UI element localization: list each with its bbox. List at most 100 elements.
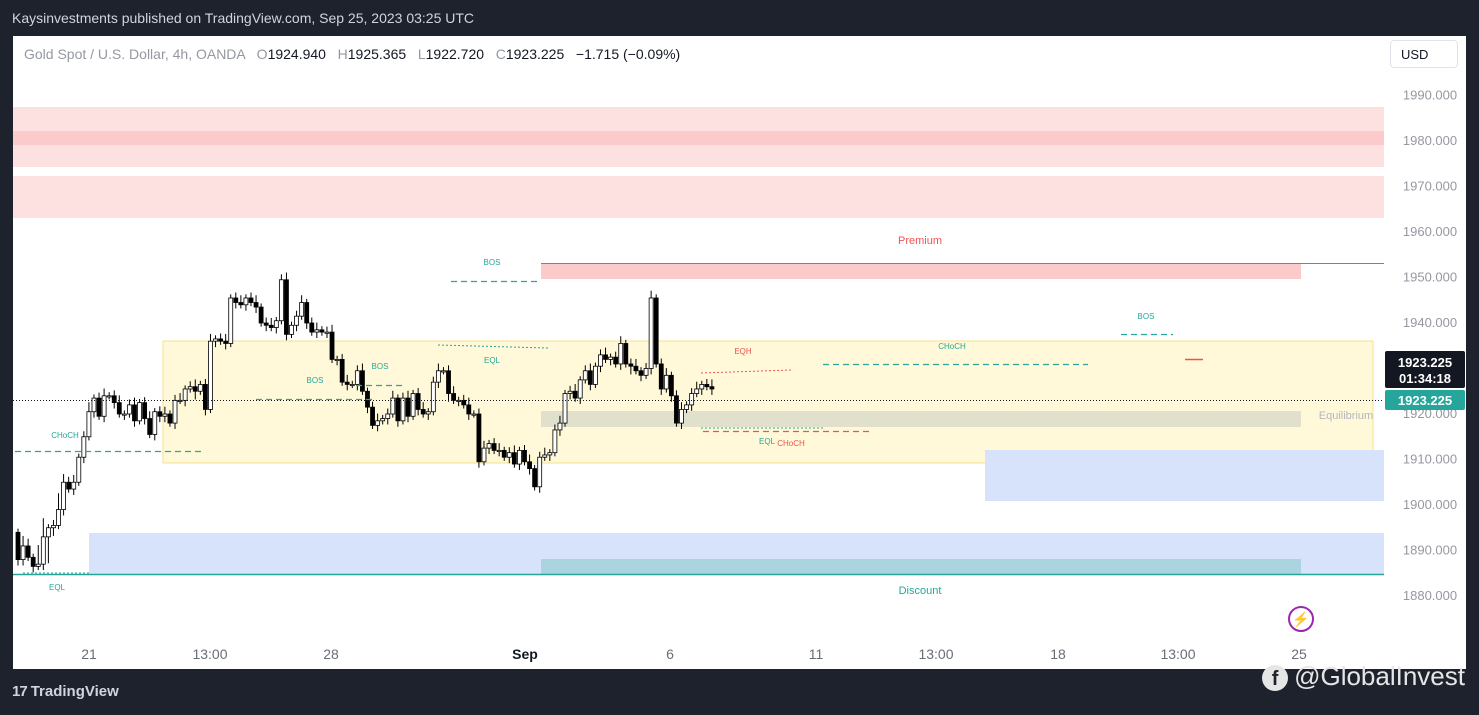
supply-zone-core <box>13 131 1384 145</box>
candle-body <box>694 388 700 394</box>
premium-zone <box>541 263 1301 279</box>
candle <box>699 380 705 395</box>
candle <box>618 336 624 370</box>
candle-body <box>263 322 269 326</box>
lightning-icon[interactable]: ⚡ <box>1288 606 1314 632</box>
candle <box>370 401 375 430</box>
publisher-text: Kaysinvestments published on TradingView… <box>12 10 475 26</box>
candle <box>284 272 289 341</box>
candle <box>86 402 92 441</box>
candle <box>405 390 411 423</box>
candle <box>522 444 527 466</box>
candle <box>187 381 193 393</box>
candle <box>613 351 619 368</box>
candle <box>197 380 203 395</box>
candle-body <box>314 329 320 333</box>
range-box <box>162 340 1374 464</box>
candle-body <box>15 531 21 560</box>
candle <box>704 378 710 391</box>
annotation-label: BOS <box>372 362 389 371</box>
candle <box>435 363 441 389</box>
candle <box>694 381 700 398</box>
candle-body <box>668 374 674 397</box>
candle-body <box>40 536 46 565</box>
time-tick-label: 18 <box>1050 646 1066 662</box>
candle <box>653 294 659 368</box>
candle-body <box>618 343 624 365</box>
candle-body <box>395 397 401 422</box>
candle-body <box>608 356 614 360</box>
annotation-label: CHoCH <box>938 342 966 351</box>
candle <box>106 392 112 400</box>
candle <box>329 324 335 364</box>
candle-body <box>334 358 340 361</box>
candle-body <box>375 420 381 426</box>
candle <box>45 524 51 564</box>
candle <box>263 317 269 332</box>
candle <box>466 397 472 420</box>
candle <box>623 339 629 368</box>
annotation-label: BOS <box>1138 312 1155 321</box>
symbol-name: Gold Spot / U.S. Dollar, 4h, OANDA <box>24 46 245 62</box>
time-tick-label: 28 <box>323 646 339 662</box>
candle <box>567 385 573 400</box>
watermark: f @GlobalInvest <box>1262 661 1465 692</box>
candle-body <box>278 279 284 322</box>
candle <box>319 326 325 336</box>
price-tick-label: 1950.000 <box>1403 270 1457 285</box>
zones-layer <box>13 107 1384 576</box>
candle-body <box>56 509 61 526</box>
candle-body <box>299 302 305 317</box>
candle-body <box>182 388 188 401</box>
candle-body <box>527 461 532 469</box>
candle-body <box>203 384 208 410</box>
candle <box>25 538 31 561</box>
candle-body <box>598 354 603 367</box>
candle <box>96 392 102 420</box>
candle <box>506 447 512 464</box>
candle <box>349 380 355 389</box>
time-tick-label: 6 <box>666 646 674 662</box>
annotation-label: BOS <box>484 258 501 267</box>
candle-body <box>86 411 92 438</box>
currency-button[interactable]: USD <box>1390 40 1458 68</box>
candle-body <box>582 370 588 381</box>
candle <box>91 394 97 418</box>
chart-area[interactable]: CHoCH EQL BOS BOS BOS EQL EQH EQL CHoCH CHoCH BOS P… <box>13 36 1466 669</box>
candle-body <box>699 384 705 390</box>
publisher-bar: Kaysinvestments published on TradingView… <box>0 0 1479 36</box>
candle <box>689 388 695 411</box>
time-tick-label: 11 <box>809 646 824 662</box>
candle-body <box>157 411 163 417</box>
candle-body <box>30 556 36 567</box>
candle <box>213 335 218 348</box>
annotation-label: Premium <box>898 235 942 247</box>
candle-body <box>20 545 26 561</box>
candle <box>228 294 234 348</box>
change-value: −1.715 (−0.09%) <box>575 46 681 62</box>
candle <box>628 358 634 375</box>
candle <box>679 402 684 430</box>
candle-body <box>132 404 137 422</box>
high-label: H <box>337 46 348 62</box>
candle <box>309 317 315 336</box>
candle-body <box>415 393 421 410</box>
candle-body <box>628 363 634 367</box>
candle-body <box>162 413 168 417</box>
candle-body <box>410 393 416 417</box>
candle <box>324 326 330 339</box>
candle <box>35 545 41 571</box>
candle <box>643 363 649 379</box>
facebook-icon: f <box>1262 665 1289 692</box>
candle <box>258 303 264 327</box>
equilibrium-zone <box>541 411 1301 427</box>
candle <box>446 365 451 402</box>
candle <box>481 440 487 466</box>
candle-body <box>213 338 218 342</box>
time-tick-label: 13:00 <box>192 646 227 662</box>
candles-layer <box>15 272 715 573</box>
candle <box>476 408 482 468</box>
candle-body <box>81 436 87 458</box>
tradingview-logo[interactable]: 17 TradingView <box>12 683 119 700</box>
